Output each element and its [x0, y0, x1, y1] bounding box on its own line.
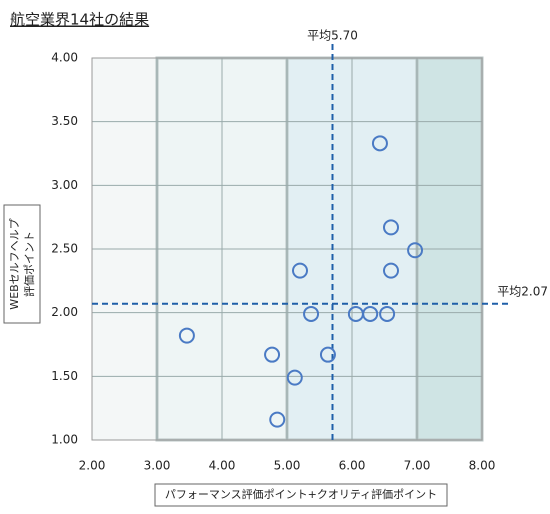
- x-axis-label: パフォーマンス評価ポイント+クオリティ評価ポイント: [165, 487, 437, 501]
- y-tick-label: 2.50: [51, 242, 78, 256]
- point: [407, 242, 424, 259]
- y-axis-label: 評価ポイント: [22, 231, 36, 297]
- point: [371, 135, 388, 152]
- plot-border: [91, 57, 483, 441]
- y-tick-label: 3.50: [51, 114, 78, 128]
- point: [383, 262, 399, 279]
- y-tick-label: 3.00: [51, 178, 78, 192]
- x-label-box: [154, 483, 448, 507]
- x-tick-label: 4.00: [209, 459, 236, 473]
- x-tick-label: 6.00: [339, 459, 366, 473]
- average-label: 平均2.07: [497, 284, 548, 298]
- point: [292, 262, 308, 279]
- point: [303, 305, 320, 322]
- x-tick-label: 8.00: [469, 459, 496, 473]
- x-tick-label: 5.00: [274, 459, 301, 473]
- x-tick-label: 2.00: [79, 459, 106, 473]
- point: [264, 346, 281, 363]
- chart-title: 航空業界14社の結果: [10, 11, 149, 29]
- y-label-box: [3, 204, 41, 324]
- point: [383, 219, 399, 236]
- point: [178, 327, 195, 344]
- y-tick-label: 4.00: [51, 51, 78, 65]
- x-tick-label: 3.00: [144, 459, 171, 473]
- point: [379, 305, 396, 322]
- average-label: 平均5.70: [307, 29, 358, 43]
- point: [269, 411, 286, 428]
- point: [319, 346, 336, 363]
- point: [286, 369, 303, 386]
- y-axis-label: WEBセルフヘルプ: [8, 218, 21, 309]
- y-tick-label: 1.50: [51, 369, 78, 383]
- point: [362, 305, 379, 322]
- y-tick-label: 1.00: [51, 433, 78, 447]
- x-tick-label: 7.00: [404, 459, 431, 473]
- y-tick-label: 2.00: [51, 305, 78, 319]
